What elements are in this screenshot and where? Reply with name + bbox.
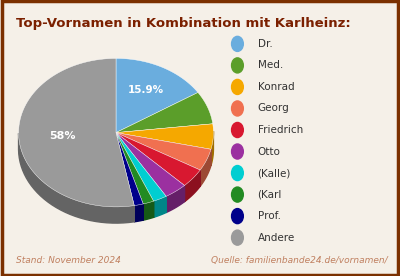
Polygon shape: [116, 133, 134, 222]
Circle shape: [232, 187, 243, 202]
Text: 58%: 58%: [49, 131, 76, 142]
Polygon shape: [116, 133, 200, 186]
Polygon shape: [116, 92, 213, 133]
Polygon shape: [116, 133, 211, 170]
Polygon shape: [18, 133, 134, 223]
Polygon shape: [134, 204, 143, 222]
Circle shape: [232, 209, 243, 224]
Circle shape: [232, 101, 243, 116]
Polygon shape: [116, 133, 166, 213]
Polygon shape: [116, 133, 200, 185]
Text: Friedrich: Friedrich: [258, 125, 303, 135]
Text: Stand: November 2024: Stand: November 2024: [16, 256, 121, 265]
Polygon shape: [143, 201, 154, 220]
Circle shape: [232, 36, 243, 51]
Polygon shape: [116, 133, 143, 206]
Polygon shape: [166, 185, 184, 213]
Text: Prof.: Prof.: [258, 211, 281, 221]
Polygon shape: [211, 131, 214, 166]
Circle shape: [232, 230, 243, 245]
Polygon shape: [116, 133, 154, 217]
Polygon shape: [116, 124, 214, 149]
Text: Dr.: Dr.: [258, 39, 272, 49]
Text: Otto: Otto: [258, 147, 280, 156]
Text: Andere: Andere: [258, 233, 295, 243]
Text: Georg: Georg: [258, 104, 289, 113]
Polygon shape: [200, 149, 211, 186]
Polygon shape: [116, 133, 211, 166]
Polygon shape: [116, 133, 184, 196]
Polygon shape: [116, 133, 143, 220]
Circle shape: [232, 166, 243, 181]
Text: Quelle: familienbande24.de/vornamen/: Quelle: familienbande24.de/vornamen/: [211, 256, 388, 265]
Text: 15.9%: 15.9%: [128, 85, 164, 95]
Text: (Karl: (Karl: [258, 190, 282, 200]
Polygon shape: [116, 133, 134, 222]
Polygon shape: [18, 59, 134, 207]
Polygon shape: [116, 133, 154, 204]
Text: (Kalle): (Kalle): [258, 168, 291, 178]
Circle shape: [232, 58, 243, 73]
Text: Top-Vornamen in Kombination mit Karlheinz:: Top-Vornamen in Kombination mit Karlhein…: [16, 17, 351, 30]
Circle shape: [232, 144, 243, 159]
Polygon shape: [116, 133, 143, 220]
Polygon shape: [116, 133, 200, 186]
Polygon shape: [116, 133, 184, 202]
Circle shape: [232, 123, 243, 137]
Text: Konrad: Konrad: [258, 82, 294, 92]
Polygon shape: [116, 133, 154, 217]
Polygon shape: [116, 133, 166, 213]
Polygon shape: [154, 196, 166, 217]
Polygon shape: [116, 133, 211, 166]
Polygon shape: [116, 59, 198, 133]
Circle shape: [232, 79, 243, 94]
Polygon shape: [184, 170, 200, 202]
Text: Med.: Med.: [258, 60, 283, 70]
Polygon shape: [116, 133, 166, 201]
Polygon shape: [116, 133, 184, 202]
